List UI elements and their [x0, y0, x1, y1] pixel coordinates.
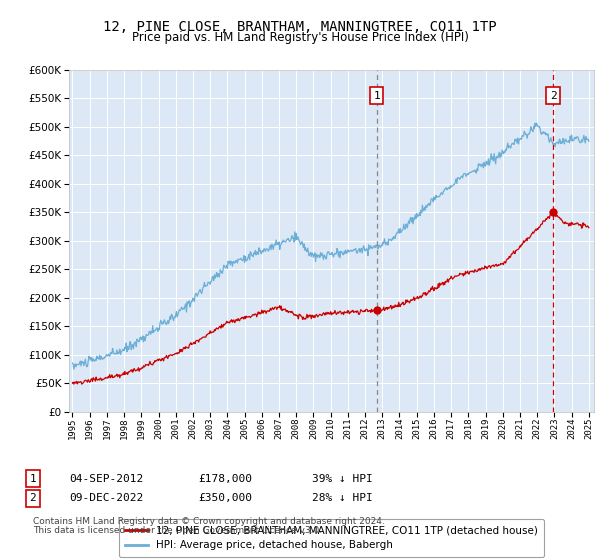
- Text: 1: 1: [29, 474, 37, 484]
- Text: Price paid vs. HM Land Registry's House Price Index (HPI): Price paid vs. HM Land Registry's House …: [131, 31, 469, 44]
- Text: Contains HM Land Registry data © Crown copyright and database right 2024.: Contains HM Land Registry data © Crown c…: [33, 517, 385, 526]
- Text: 39% ↓ HPI: 39% ↓ HPI: [312, 474, 373, 484]
- Text: 09-DEC-2022: 09-DEC-2022: [69, 493, 143, 503]
- Text: 28% ↓ HPI: 28% ↓ HPI: [312, 493, 373, 503]
- Text: 04-SEP-2012: 04-SEP-2012: [69, 474, 143, 484]
- Text: 12, PINE CLOSE, BRANTHAM, MANNINGTREE, CO11 1TP: 12, PINE CLOSE, BRANTHAM, MANNINGTREE, C…: [103, 20, 497, 34]
- Text: 2: 2: [550, 91, 556, 101]
- Text: £178,000: £178,000: [198, 474, 252, 484]
- Legend: 12, PINE CLOSE, BRANTHAM, MANNINGTREE, CO11 1TP (detached house), HPI: Average p: 12, PINE CLOSE, BRANTHAM, MANNINGTREE, C…: [119, 519, 544, 557]
- Text: This data is licensed under the Open Government Licence v3.0.: This data is licensed under the Open Gov…: [33, 526, 322, 535]
- Text: £350,000: £350,000: [198, 493, 252, 503]
- Text: 1: 1: [373, 91, 380, 101]
- Text: 2: 2: [29, 493, 37, 503]
